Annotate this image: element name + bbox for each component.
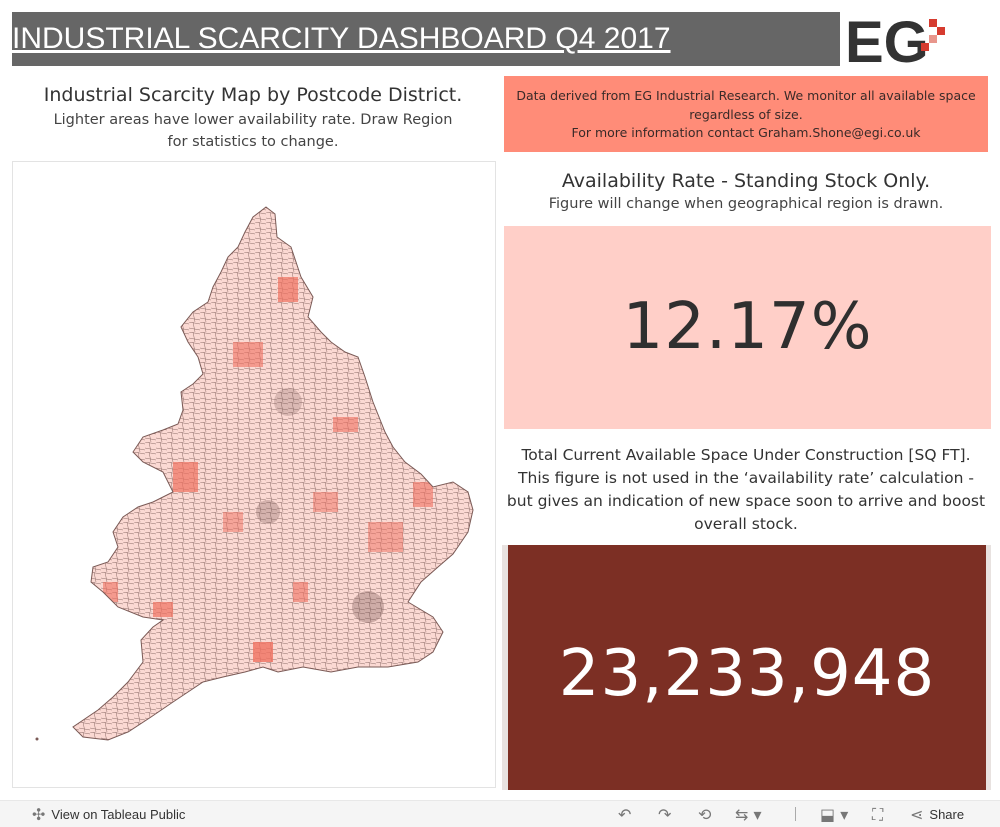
england-wales-map[interactable]	[13, 162, 495, 787]
availability-heading: Availability Rate - Standing Stock Only.…	[504, 170, 988, 212]
download-icon: ⬓ ▾	[820, 805, 849, 824]
info-line-source: Data derived from EG Industrial Research…	[516, 88, 976, 122]
tableau-toolbar: ✣ View on Tableau Public ↶ ↷ ⟲ ⇆ ▾ ⬓ ▾ ⛶…	[0, 800, 1000, 827]
undo-button[interactable]: ↶	[618, 805, 631, 824]
view-on-tableau-label: View on Tableau Public	[51, 807, 186, 822]
eg-logo: EG	[845, 10, 955, 75]
info-line-contact: For more information contact Graham.Shon…	[571, 125, 921, 140]
construction-description: This figure is not used in the ‘availabi…	[506, 469, 986, 533]
share-icon: ⋖	[910, 805, 924, 824]
fullscreen-icon: ⛶	[872, 805, 884, 824]
revert-icon: ⟲	[698, 805, 712, 824]
availability-title: Availability Rate - Standing Stock Only.	[561, 170, 931, 192]
construction-space-fill: 23,233,948	[508, 545, 986, 790]
construction-space-card[interactable]: 23,233,948	[502, 545, 991, 790]
availability-rate-value: 12.17%	[622, 290, 873, 364]
redo-icon: ↷	[658, 805, 672, 824]
data-source-info: Data derived from EG Industrial Research…	[504, 76, 988, 152]
map-title: Industrial Scarcity Map by Postcode Dist…	[43, 84, 463, 106]
construction-title: Total Current Available Space Under Cons…	[521, 446, 971, 464]
construction-space-value: 23,233,948	[558, 637, 936, 711]
fullscreen-button[interactable]: ⛶	[872, 805, 883, 825]
share-button[interactable]: ⋖ Share	[910, 805, 964, 824]
tableau-icon: ✣	[32, 805, 46, 824]
construction-heading: Total Current Available Space Under Cons…	[504, 444, 988, 536]
scarcity-map[interactable]	[12, 161, 496, 788]
availability-rate-card[interactable]: 12.17%	[504, 226, 991, 429]
view-on-tableau-link[interactable]: ✣ View on Tableau Public	[32, 805, 185, 824]
refresh-button[interactable]: ⇆ ▾	[735, 805, 762, 824]
refresh-icon: ⇆ ▾	[735, 805, 762, 824]
revert-button[interactable]: ⟲	[698, 805, 711, 824]
undo-icon: ↶	[618, 805, 632, 824]
map-heading: Industrial Scarcity Map by Postcode Dist…	[12, 84, 494, 153]
logo-text: EG	[845, 10, 929, 68]
download-button[interactable]: ⬓ ▾	[820, 805, 848, 824]
share-label: Share	[929, 807, 965, 822]
toolbar-divider	[795, 807, 796, 821]
availability-subtitle: Figure will change when geographical reg…	[548, 196, 944, 212]
dashboard-title[interactable]: INDUSTRIAL SCARCITY DASHBOARD Q4 2017	[12, 22, 671, 55]
title-bar: INDUSTRIAL SCARCITY DASHBOARD Q4 2017	[12, 12, 840, 66]
map-subtitle: Lighter areas have lower availability ra…	[53, 112, 453, 150]
redo-button[interactable]: ↷	[658, 805, 671, 824]
